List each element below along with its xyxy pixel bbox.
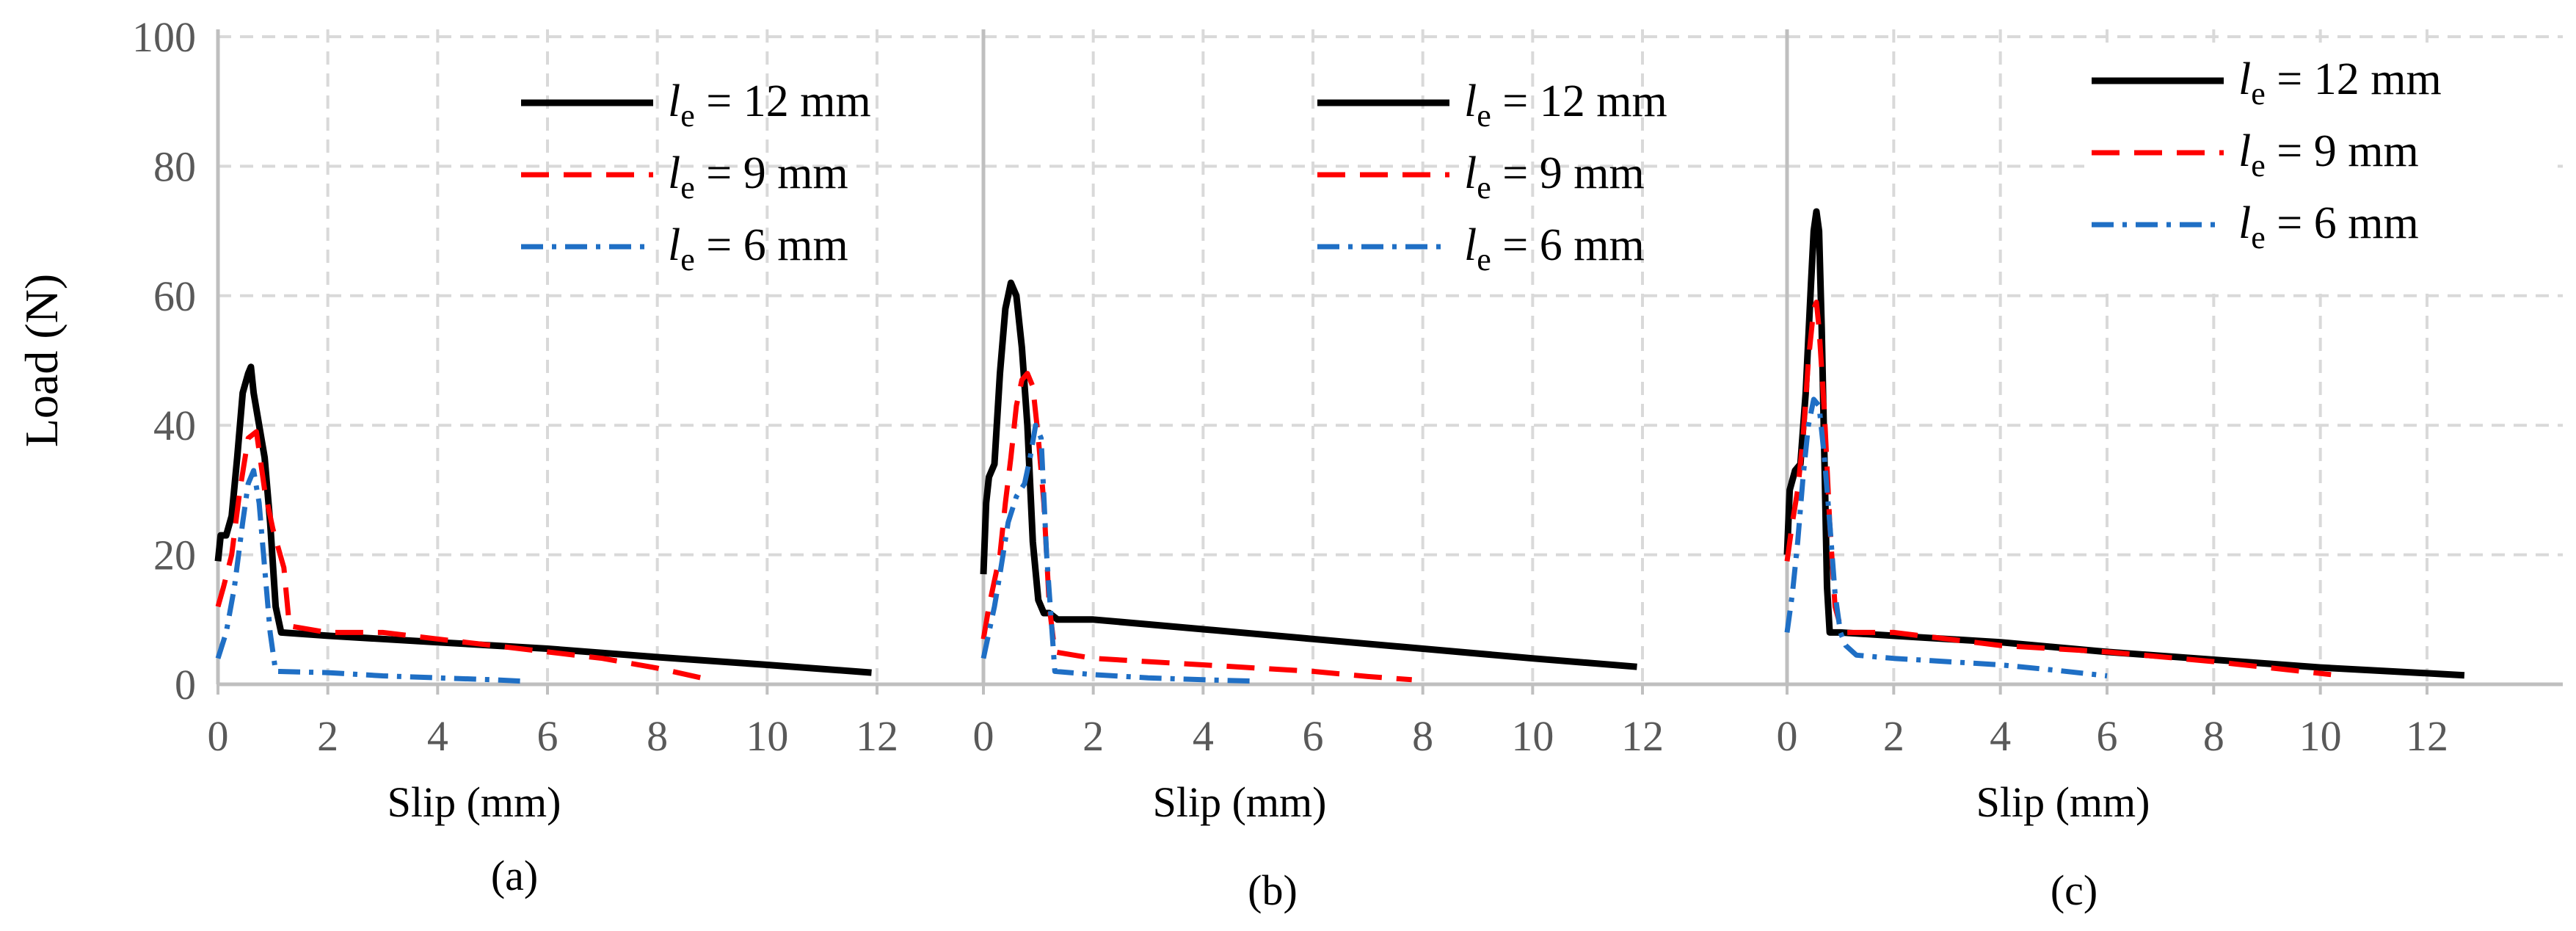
series-line-le-12mm bbox=[980, 279, 1637, 670]
legend-label: le = 9 mm bbox=[668, 148, 848, 206]
legend-label: le = 12 mm bbox=[2238, 54, 2442, 112]
y-tick-label: 20 bbox=[153, 532, 196, 579]
x-axis-label: Slip (mm) bbox=[1976, 778, 2150, 826]
x-tick-label: 6 bbox=[2097, 712, 2118, 760]
legend: le = 12 mm le = 9 mm le = 6 mm bbox=[521, 76, 871, 278]
x-tick-label: 0 bbox=[1777, 712, 1798, 760]
y-tick-label: 40 bbox=[153, 402, 196, 449]
y-axis-label: Load (N) bbox=[15, 274, 68, 447]
x-axis-label: Slip (mm) bbox=[388, 778, 561, 826]
x-tick-label: 6 bbox=[537, 712, 559, 760]
x-axis-label: Slip (mm) bbox=[1153, 778, 1327, 826]
legend-label: le = 12 mm bbox=[668, 76, 871, 134]
x-tick-label: 10 bbox=[2299, 712, 2342, 760]
series-line-le-9mm bbox=[215, 429, 702, 681]
x-tick-label: 0 bbox=[973, 712, 994, 760]
legend-label: le = 12 mm bbox=[1464, 76, 1667, 134]
legend-label: le = 9 mm bbox=[1464, 148, 1645, 206]
x-tick-label: 4 bbox=[1990, 712, 2011, 760]
legend-label: le = 6 mm bbox=[1464, 220, 1645, 278]
legend-label: le = 6 mm bbox=[668, 220, 848, 278]
series-line-le-9mm bbox=[980, 371, 1412, 683]
panel-b: 0 2 4 6 8 10 12 Slip (mm) (b) le = 12 mm le = 9 mm… bbox=[973, 29, 1787, 914]
series-line-le-12mm bbox=[214, 363, 872, 676]
legend: le = 12 mm le = 9 mm le = 6 mm bbox=[2084, 43, 2554, 285]
x-tick-label: 10 bbox=[1511, 712, 1554, 760]
gridlines bbox=[218, 29, 983, 684]
series-line-le-6mm bbox=[215, 468, 520, 684]
legend-label: le = 9 mm bbox=[2238, 126, 2419, 184]
panel-label: (c) bbox=[2051, 866, 2097, 914]
y-tick-label: 80 bbox=[153, 142, 196, 190]
x-tick-label: 2 bbox=[1083, 712, 1104, 760]
panel-c: 0 2 4 6 8 10 12 Slip (mm) (c) le = 12 mm le = 9 mm… bbox=[1777, 29, 2563, 914]
x-tick-label: 12 bbox=[856, 712, 898, 760]
y-tick-label: 100 bbox=[132, 13, 196, 61]
x-tick-label: 12 bbox=[1621, 712, 1664, 760]
y-tick-label: 60 bbox=[153, 272, 196, 320]
x-tick-label: 2 bbox=[1883, 712, 1904, 760]
x-tick-label: 8 bbox=[2203, 712, 2224, 760]
x-tick-label: 6 bbox=[1303, 712, 1324, 760]
series-line-le-6mm bbox=[1784, 396, 2108, 678]
x-tick-label: 12 bbox=[2406, 712, 2448, 760]
x-tick-label: 4 bbox=[1193, 712, 1214, 760]
x-tick-label: 2 bbox=[317, 712, 338, 760]
x-tick-label: 8 bbox=[1412, 712, 1433, 760]
x-tick-label: 8 bbox=[647, 712, 668, 760]
x-tick-label: 0 bbox=[208, 712, 229, 760]
legend: le = 12 mm le = 9 mm le = 6 mm bbox=[1317, 76, 1667, 278]
series-line-le-9mm bbox=[1784, 300, 2332, 678]
legend-label: le = 6 mm bbox=[2238, 198, 2419, 256]
gridlines bbox=[983, 29, 1787, 684]
x-tick-label: 4 bbox=[427, 712, 448, 760]
series-line-le-6mm bbox=[980, 422, 1253, 684]
panel-a: 0 2 4 6 8 10 12 0 20 40 60 80 100 Slip (mm) Load (N) (a… bbox=[15, 13, 983, 899]
x-tick-label: 10 bbox=[746, 712, 788, 760]
panel-label: (a) bbox=[491, 852, 538, 899]
y-tick-label: 0 bbox=[175, 661, 196, 709]
panel-label: (b) bbox=[1248, 866, 1298, 914]
